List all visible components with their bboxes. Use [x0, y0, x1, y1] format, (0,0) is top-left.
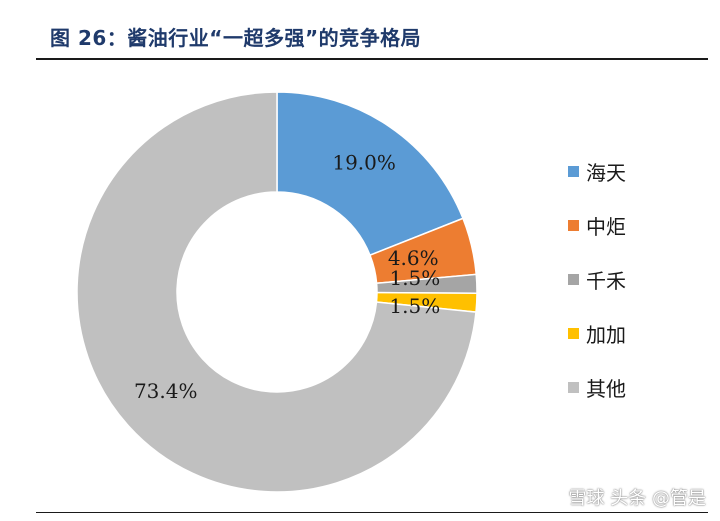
legend-label: 中炬 — [586, 214, 626, 239]
data-label-1: 19.0% — [332, 150, 396, 174]
legend-label: 海天 — [586, 160, 626, 185]
donut-data-labels: 19.0%4.6%1.5%1.5%73.4% — [134, 150, 440, 403]
legend-swatch — [568, 165, 579, 177]
legend-swatch — [568, 327, 579, 339]
legend-label: 千禾 — [586, 268, 626, 293]
legend-swatch — [568, 219, 579, 231]
legend-item-3: 千禾 — [568, 252, 626, 306]
watermark-text: 雪球 头条 @管是 — [568, 488, 706, 509]
legend-label: 加加 — [586, 322, 626, 347]
legend-swatch — [568, 381, 579, 393]
title-divider — [36, 58, 708, 60]
footer-divider — [36, 512, 708, 513]
legend-label: 其他 — [586, 376, 626, 401]
legend-item-2: 中炬 — [568, 198, 626, 252]
legend-item-4: 加加 — [568, 306, 626, 360]
legend-swatch — [568, 273, 579, 285]
data-label-2: 4.6% — [388, 246, 439, 270]
donut-slices — [76, 91, 478, 493]
figure-title: 图 26：酱油行业“一超多强”的竞争格局 — [50, 26, 422, 50]
donut-slice-5 — [76, 91, 477, 493]
legend-item-5: 其他 — [568, 360, 626, 414]
legend-item-1: 海天 — [568, 144, 626, 198]
chart-legend: 海天中炬千禾加加其他 — [568, 144, 626, 414]
data-label-3: 1.5% — [389, 266, 440, 290]
donut-slice-1 — [276, 91, 464, 257]
data-label-5: 73.4% — [134, 379, 198, 403]
data-label-4: 1.5% — [389, 294, 440, 318]
